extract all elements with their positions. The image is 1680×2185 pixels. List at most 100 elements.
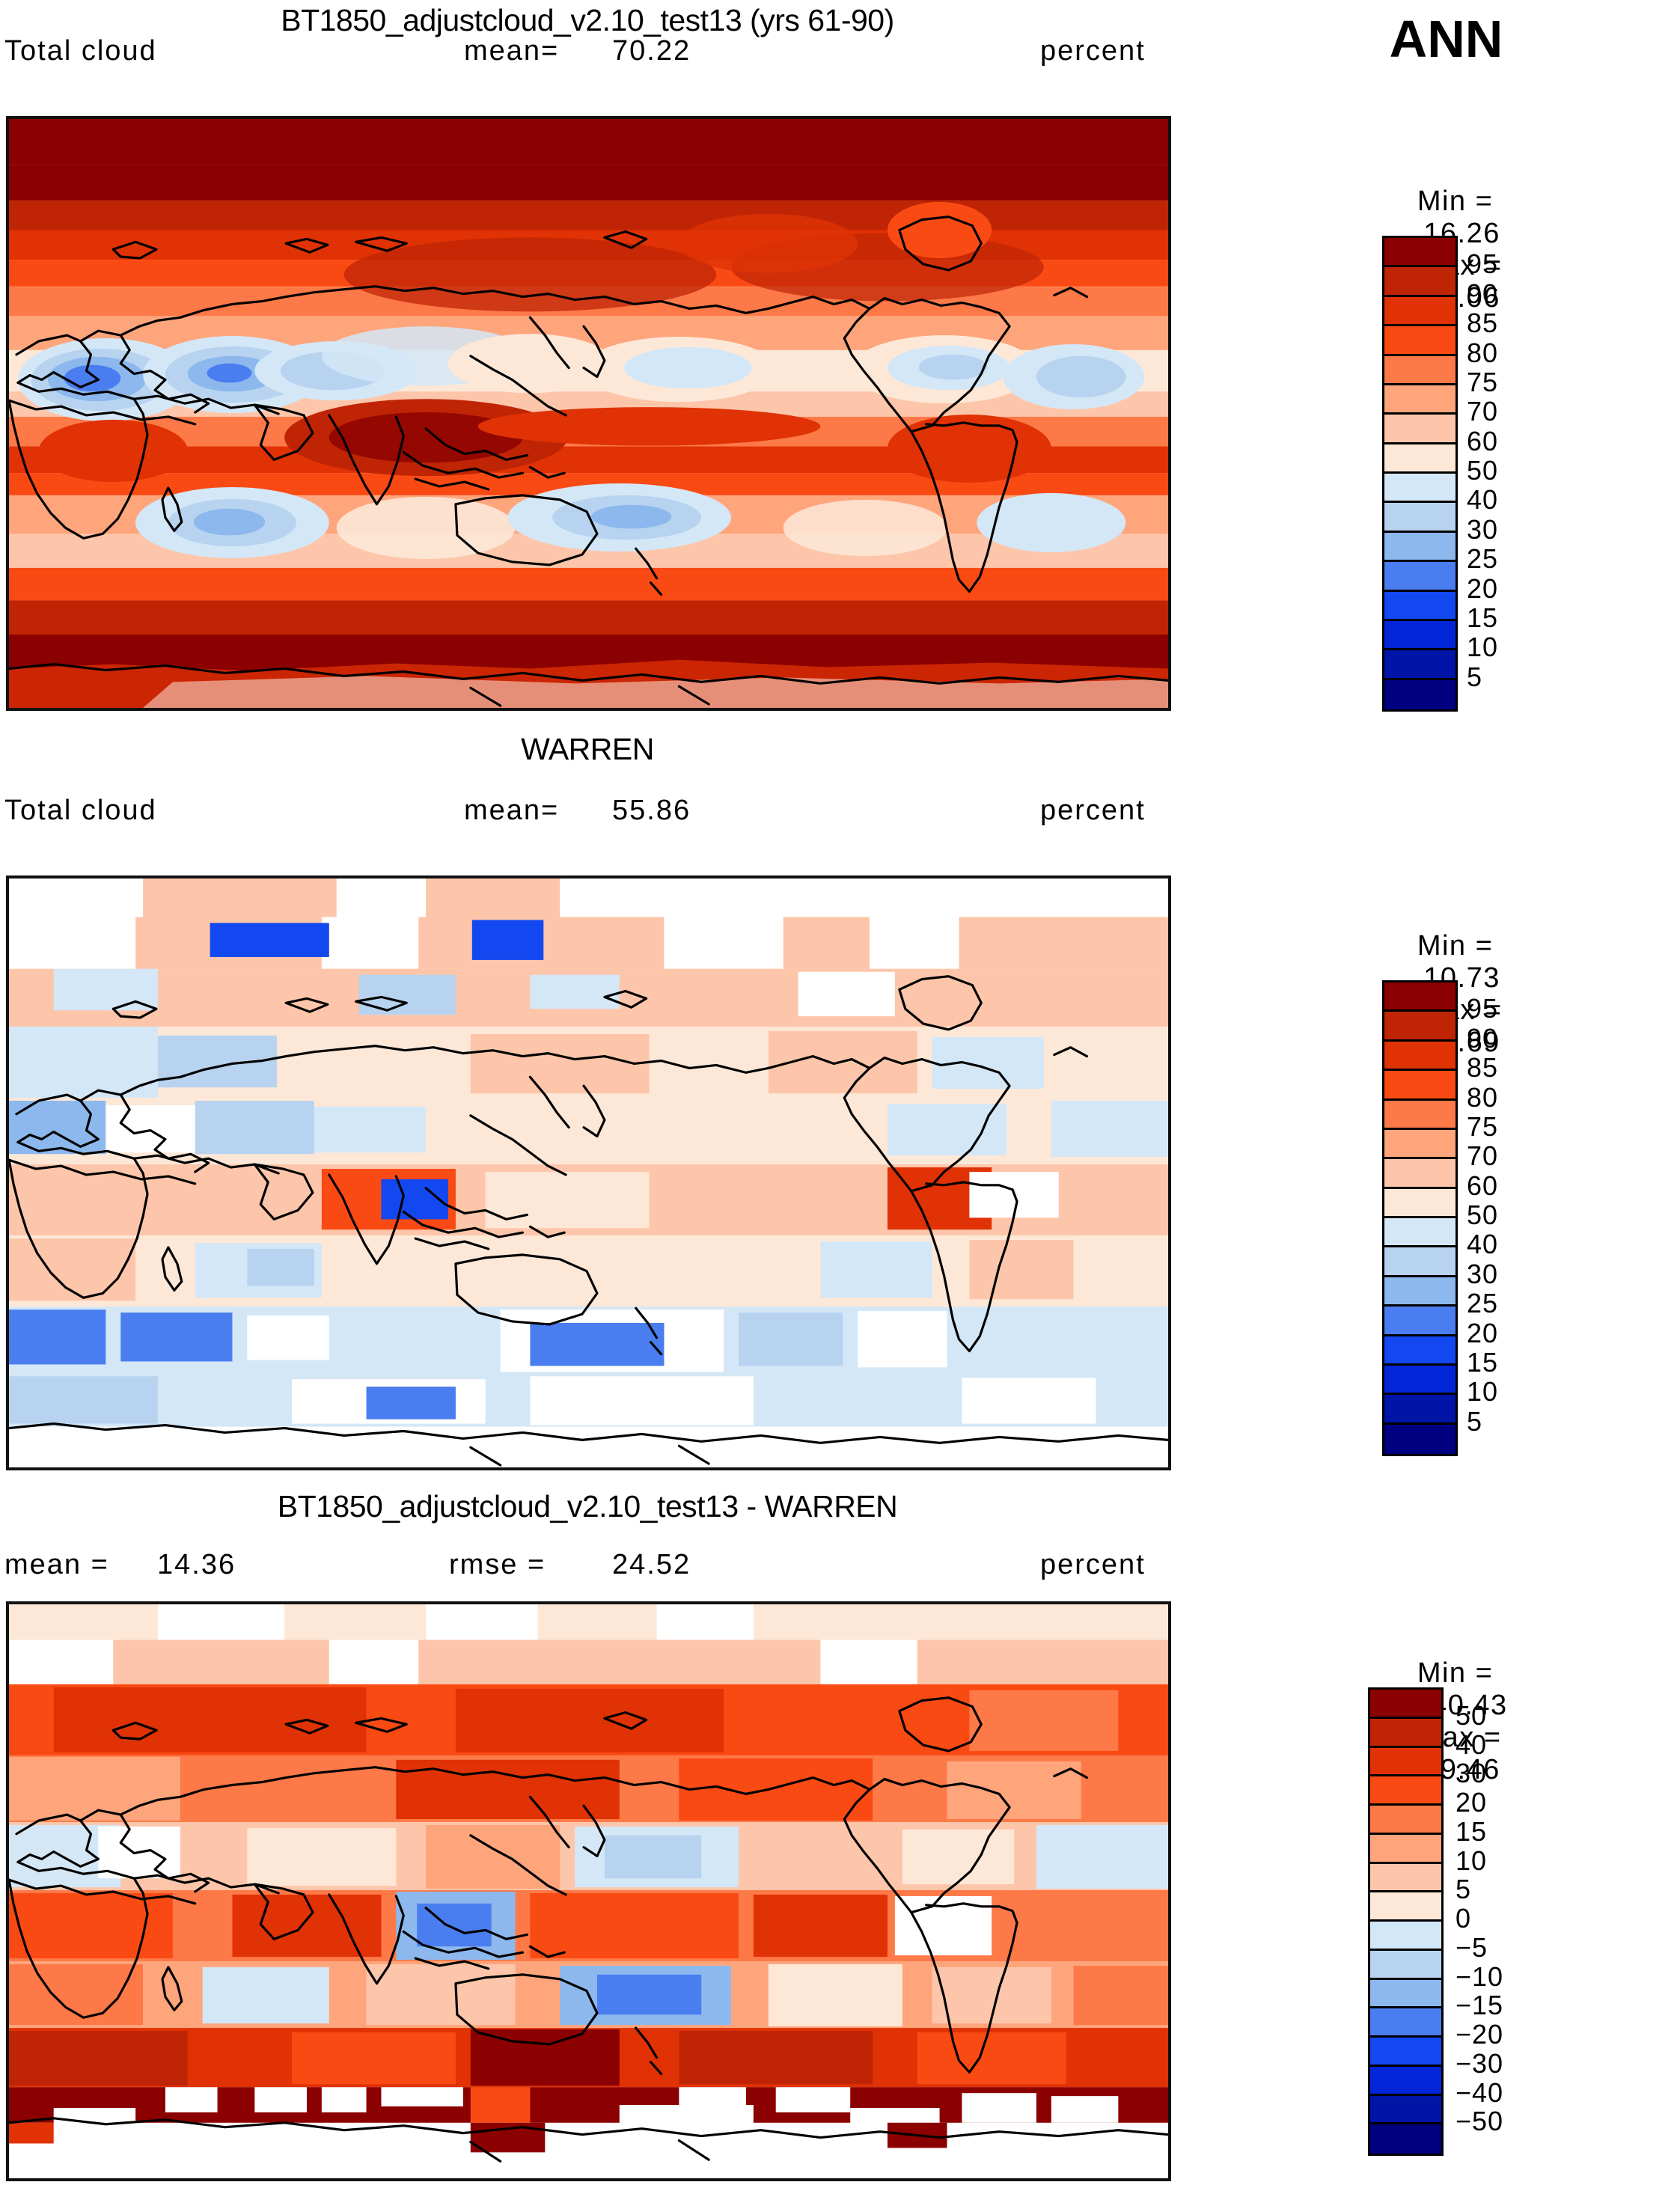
colorbar-tick-label: 90 [1467, 1022, 1499, 1054]
panel-model-min-label: Min = [1417, 186, 1494, 217]
colorbar-tick-label: 25 [1467, 1288, 1499, 1319]
colorbar-band [1384, 1218, 1456, 1248]
colorbar-tick-label: 80 [1467, 337, 1499, 368]
map-diff-canvas [9, 1604, 1168, 2178]
colorbar-tick-label: −30 [1456, 2047, 1504, 2079]
colorbar-obs[interactable] [1382, 980, 1458, 1456]
colorbar-band [1384, 1041, 1456, 1072]
colorbar-tick-label: 50 [1456, 1699, 1488, 1731]
colorbar-diff-labels: 50 40 30 20 15 10 5 0 −5 −10 −15 −20 −30 −40 −50 [1456, 1687, 1583, 2151]
colorbar-tick-label: 50 [1467, 1200, 1499, 1230]
colorbar-tick-label: 85 [1467, 308, 1499, 339]
colorbar-tick-label: 70 [1467, 396, 1499, 427]
panel-obs-variable: Total cloud [4, 795, 157, 826]
colorbar-tick-label: −5 [1456, 1931, 1488, 1963]
panel-diff-units: percent [1040, 1549, 1146, 1580]
colorbar-tick-label: 90 [1467, 278, 1499, 309]
colorbar-band [1384, 296, 1456, 327]
map-obs-svg [9, 878, 1168, 1467]
colorbar-band [1384, 1277, 1456, 1307]
colorbar-tick-label: 70 [1467, 1140, 1499, 1172]
colorbar-band [1384, 415, 1456, 444]
colorbar-tick-label: 30 [1467, 513, 1499, 545]
colorbar-tick-label: 60 [1467, 1170, 1499, 1201]
colorbar-band [1370, 1776, 1441, 1806]
colorbar-tick-label: 50 [1467, 455, 1499, 486]
colorbar-band [1384, 267, 1456, 297]
map-panel-diff[interactable] [6, 1601, 1171, 2181]
panel-model-mean-value: 70.22 [612, 35, 691, 67]
colorbar-tick-label: 95 [1467, 993, 1499, 1024]
colorbar-diff[interactable] [1368, 1687, 1444, 2156]
colorbar-band [1370, 1747, 1441, 1777]
colorbar-band [1384, 1159, 1456, 1189]
colorbar-band [1384, 650, 1456, 680]
panel-obs-units: percent [1040, 795, 1146, 826]
colorbar-band [1384, 355, 1456, 385]
colorbar-band [1384, 532, 1456, 563]
colorbar-tick-label: 30 [1456, 1758, 1488, 1789]
colorbar-band [1370, 2124, 1441, 2154]
colorbar-band [1370, 1863, 1441, 1893]
colorbar-tick-label: 5 [1467, 1405, 1483, 1437]
colorbar-tick-label: −20 [1456, 2019, 1504, 2050]
colorbar-tick-label: 75 [1467, 1110, 1499, 1142]
colorbar-tick-label: 40 [1456, 1729, 1488, 1760]
colorbar-band [1384, 1100, 1456, 1130]
colorbar-band [1384, 1336, 1456, 1366]
panel-diff-min-label: Min = [1417, 1657, 1494, 1689]
colorbar-band [1370, 2095, 1441, 2125]
colorbar-band [1384, 444, 1456, 474]
colorbar-tick-label: 15 [1456, 1815, 1488, 1847]
map-diff-svg [9, 1604, 1168, 2178]
colorbar-band [1384, 1247, 1456, 1277]
colorbar-band [1370, 1690, 1441, 1719]
panel-model-variable: Total cloud [4, 35, 157, 67]
colorbar-tick-label: 80 [1467, 1081, 1499, 1113]
colorbar-model-labels: 95 90 85 80 75 70 60 50 40 30 25 20 15 10 5 [1467, 236, 1594, 707]
panel-obs-mean-value: 55.86 [612, 795, 691, 826]
colorbar-band [1370, 1950, 1441, 1980]
colorbar-band [1370, 1806, 1441, 1835]
colorbar-band [1370, 1834, 1441, 1864]
colorbar-band [1384, 238, 1456, 268]
colorbar-band [1384, 1129, 1456, 1160]
colorbar-tick-label: 30 [1467, 1258, 1499, 1289]
colorbar-band [1384, 1012, 1456, 1042]
colorbar-band [1384, 474, 1456, 504]
panel-diff-mean-value: 14.36 [157, 1549, 236, 1580]
colorbar-band [1384, 1071, 1456, 1101]
panel-diff-rmse-label: rmse = [449, 1549, 546, 1580]
colorbar-band [1384, 1395, 1456, 1425]
panel-obs-min-label: Min = [1417, 930, 1494, 962]
colorbar-band [1384, 1424, 1456, 1454]
season-label: ANN [1389, 10, 1503, 68]
colorbar-tick-label: −10 [1456, 1961, 1504, 1992]
colorbar-tick-label: 5 [1456, 1874, 1472, 1905]
colorbar-band [1384, 326, 1456, 356]
colorbar-band [1370, 2066, 1441, 2096]
colorbar-band [1370, 1718, 1441, 1748]
map-model-svg [9, 119, 1168, 708]
colorbar-band [1384, 679, 1456, 709]
colorbar-model[interactable] [1382, 236, 1458, 712]
colorbar-tick-label: 95 [1467, 248, 1499, 280]
colorbar-band [1384, 1188, 1456, 1218]
colorbar-band [1370, 1922, 1441, 1951]
panel-diff-mean-label: mean = [4, 1549, 109, 1580]
colorbar-tick-label: 20 [1467, 1317, 1499, 1348]
map-model-canvas [9, 119, 1168, 708]
colorbar-tick-label: 40 [1467, 484, 1499, 516]
colorbar-tick-label: 5 [1467, 661, 1483, 692]
colorbar-tick-label: 20 [1456, 1787, 1488, 1818]
map-panel-model[interactable] [6, 116, 1171, 711]
map-panel-obs[interactable] [6, 875, 1171, 1470]
colorbar-band [1370, 2038, 1441, 2067]
colorbar-tick-label: −50 [1456, 2106, 1504, 2137]
colorbar-band [1384, 562, 1456, 592]
panel-model-mean-label: mean= [464, 35, 560, 67]
colorbar-band [1384, 983, 1456, 1012]
map-obs-canvas [9, 878, 1168, 1467]
colorbar-band [1370, 1979, 1441, 2009]
colorbar-tick-label: 15 [1467, 1346, 1499, 1378]
